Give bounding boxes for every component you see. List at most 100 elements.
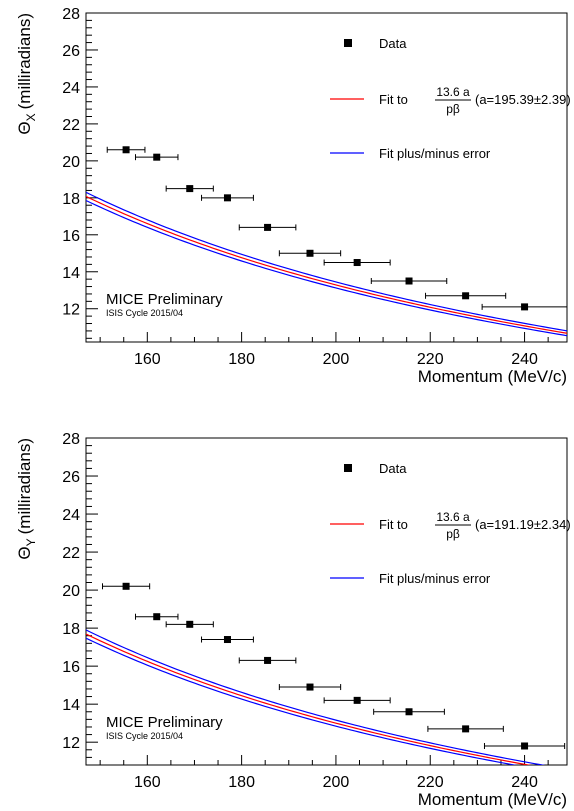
fit-curves [86,191,567,337]
data-point [323,259,391,267]
y-tick-label: 16 [62,659,80,676]
data-marker [521,742,529,750]
x-tick-label: 220 [417,351,444,368]
x-tick-label: 200 [323,774,350,791]
data-marker [223,636,231,644]
legend-fit-numerator: 13.6 a [436,85,470,99]
x-axis-label: Momentum (MeV/c) [418,790,567,809]
data-marker [153,613,161,621]
fit-upper-error-line [86,191,567,332]
data-point [427,725,504,733]
y-axis-label: ΘY(milliradians) [15,438,38,560]
y-tick-label: 22 [62,117,80,134]
data-marker [405,708,413,716]
fit-curves [86,629,546,765]
x-tick-label: 180 [228,351,255,368]
data-points [106,146,568,311]
y-tick-label: 24 [62,507,80,524]
x-tick-label: 160 [134,351,161,368]
y-axis: 12 14 16 18 20 22 24 26 28 ΘY(milliradians) [15,431,98,766]
x-tick-label: 240 [511,351,538,368]
legend-fit-numerator: 13.6 a [436,510,470,524]
y-tick-label: 28 [62,431,80,448]
x-tick-label: 180 [228,774,255,791]
data-marker [186,620,194,628]
data-point [135,153,179,161]
data-marker [122,146,130,154]
x-tick-label: 220 [417,774,444,791]
data-marker [353,259,361,267]
data-marker [306,683,314,691]
y-tick-label: 22 [62,545,80,562]
x-tick-label: 160 [134,774,161,791]
data-marker [353,696,361,704]
data-marker [462,292,470,300]
data-marker [405,277,413,285]
data-point [370,277,448,285]
y-tick-label: 20 [62,583,80,600]
plot-frame [85,12,568,343]
data-point [481,303,568,311]
data-points [102,582,566,750]
legend-error-label: Fit plus/minus error [379,571,491,586]
data-point [373,708,445,716]
y-tick-label: 14 [62,697,80,714]
data-point [278,249,342,257]
x-tick-label: 200 [323,351,350,368]
annotation-subtitle: ISIS Cycle 2015/04 [106,731,183,741]
legend-fit-denominator: pβ [446,102,460,116]
data-point [165,185,214,193]
fit-line [86,195,567,334]
data-marker [462,725,470,733]
fit-lower-error-line [86,199,567,337]
legend: Data Fit to 13.6 a pβ (a=195.39±2.39) Fit plu… [330,36,571,161]
y-tick-label: 28 [62,6,80,23]
legend-data-marker [344,39,352,47]
data-marker [186,185,194,193]
x-tick-label: 240 [511,774,538,791]
y-tick-label: 14 [62,265,80,282]
y-tick-label: 18 [62,621,80,638]
data-point [102,582,151,590]
annotation-title: MICE Preliminary [106,291,223,308]
data-point [278,683,342,691]
legend-error-label: Fit plus/minus error [379,146,491,161]
y-tick-label: 12 [62,302,80,319]
data-point [483,742,566,750]
y-tick-label: 12 [62,735,80,752]
y-axis: 12 14 16 18 20 22 24 26 28 ΘX(milliradians) [15,6,98,339]
legend-data-label: Data [379,461,407,476]
y-tick-label: 16 [62,228,80,245]
data-marker [264,223,272,231]
legend-fit-param: (a=195.39±2.39) [475,92,571,107]
annotation-title: MICE Preliminary [106,714,223,731]
data-marker [306,249,314,257]
data-point [238,223,297,231]
data-point [201,636,254,644]
y-tick-label: 26 [62,469,80,486]
y-tick-label: 18 [62,191,80,208]
legend-data-marker [344,464,352,472]
fit-lower-error-line [86,637,518,765]
legend-fit-prefix: Fit to [379,517,408,532]
fit-upper-error-line [86,629,546,765]
data-marker [521,303,529,311]
y-tick-label: 24 [62,80,80,97]
legend-fit-param: (a=191.19±2.34) [475,517,571,532]
data-marker [153,153,161,161]
data-point [425,292,507,300]
legend-fit-prefix: Fit to [379,92,408,107]
legend-fit-denominator: pβ [446,527,460,541]
data-marker [264,656,272,664]
y-tick-label: 26 [62,43,80,60]
legend: Data Fit to 13.6 a pβ (a=191.19±2.34) Fit plu… [330,461,571,586]
plot-frame [85,437,568,766]
fit-line [86,633,532,765]
data-marker [122,582,130,590]
